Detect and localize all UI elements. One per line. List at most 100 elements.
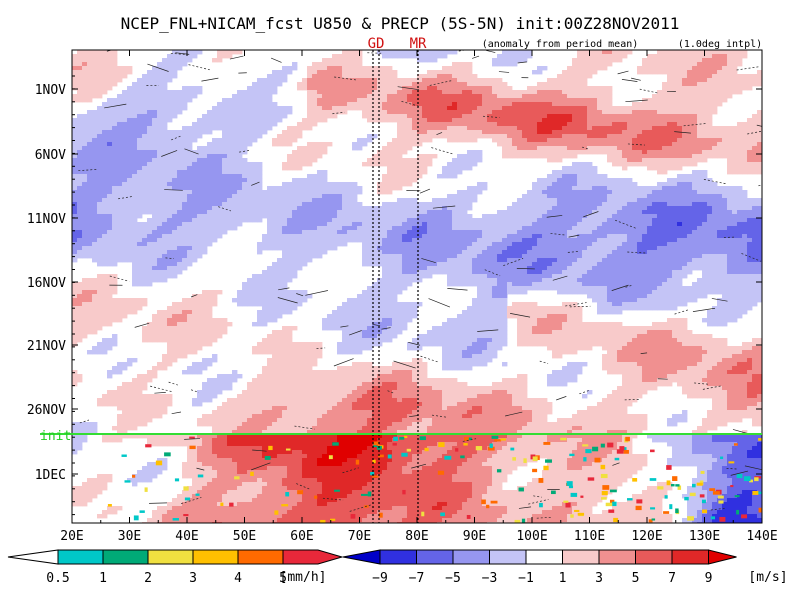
field-cell [192,54,198,59]
field-cell [522,238,528,243]
field-cell [162,126,168,131]
field-cell [682,218,688,223]
field-cell [407,158,413,163]
field-cell [682,146,688,151]
field-cell [392,162,398,167]
field-cell [372,98,378,103]
field-cell [747,230,753,235]
field-cell [582,122,588,127]
field-cell [572,238,578,243]
field-cell [77,86,83,91]
field-cell [552,206,558,211]
field-cell [652,142,658,147]
field-cell [387,142,393,147]
field-cell [152,130,158,135]
field-cell [697,150,703,155]
field-cell [717,74,723,79]
field-cell [92,126,98,131]
field-cell [637,150,643,155]
field-cell [507,114,513,119]
field-cell [557,234,563,239]
field-cell [692,154,698,159]
field-cell [432,134,438,139]
field-cell [622,234,628,239]
field-cell [687,138,693,143]
field-cell [437,74,443,79]
field-cell [597,122,603,127]
field-cell [477,102,483,107]
field-cell [342,106,348,111]
field-cell [377,162,383,167]
field-cell [672,194,678,199]
field-cell [347,186,353,191]
field-cell [747,130,753,135]
field-cell [307,86,313,91]
field-cell [232,154,238,159]
field-cell [692,162,698,167]
field-cell [122,210,128,215]
field-cell [537,210,543,215]
field-cell [597,178,603,183]
field-cell [562,138,568,143]
field-cell [432,102,438,107]
field-cell [527,198,533,203]
field-cell [377,206,383,211]
field-cell [237,214,243,219]
field-cell [227,142,233,147]
field-cell [537,142,543,147]
field-cell [97,214,103,219]
field-cell [602,142,608,147]
field-cell [237,110,243,115]
field-cell [682,66,688,71]
field-cell [477,122,483,127]
field-cell [392,86,398,91]
field-cell [617,218,623,223]
field-cell [212,58,218,63]
field-cell [317,150,323,155]
field-cell [462,138,468,143]
field-cell [712,126,718,131]
field-cell [152,122,158,127]
field-cell [467,238,473,243]
field-cell [507,146,513,151]
field-cell [562,78,568,83]
field-cell [82,134,88,139]
field-cell [182,90,188,95]
field-cell [427,222,433,227]
field-cell [122,94,128,99]
field-cell [572,226,578,231]
field-cell [207,210,213,215]
field-cell [272,114,278,119]
field-cell [402,138,408,143]
field-cell [82,154,88,159]
field-cell [132,190,138,195]
field-cell [692,126,698,131]
field-cell [172,130,178,135]
field-cell [332,94,338,99]
field-cell [432,218,438,223]
field-cell [227,54,233,59]
field-cell [647,54,653,59]
field-cell [692,226,698,231]
field-cell [382,86,388,91]
field-cell [422,118,428,123]
field-cell [387,206,393,211]
field-cell [397,118,403,123]
field-cell [557,190,563,195]
field-cell [77,134,83,139]
field-cell [367,234,373,239]
field-cell [377,186,383,191]
field-cell [537,82,543,87]
field-cell [82,210,88,215]
field-cell [607,178,613,183]
field-cell [102,234,108,239]
field-cell [347,206,353,211]
field-cell [117,142,123,147]
field-cell [537,186,543,191]
field-cell [612,202,618,207]
field-cell [467,202,473,207]
field-cell [642,214,648,219]
field-cell [567,230,573,235]
field-cell [197,130,203,135]
field-cell [537,154,543,159]
